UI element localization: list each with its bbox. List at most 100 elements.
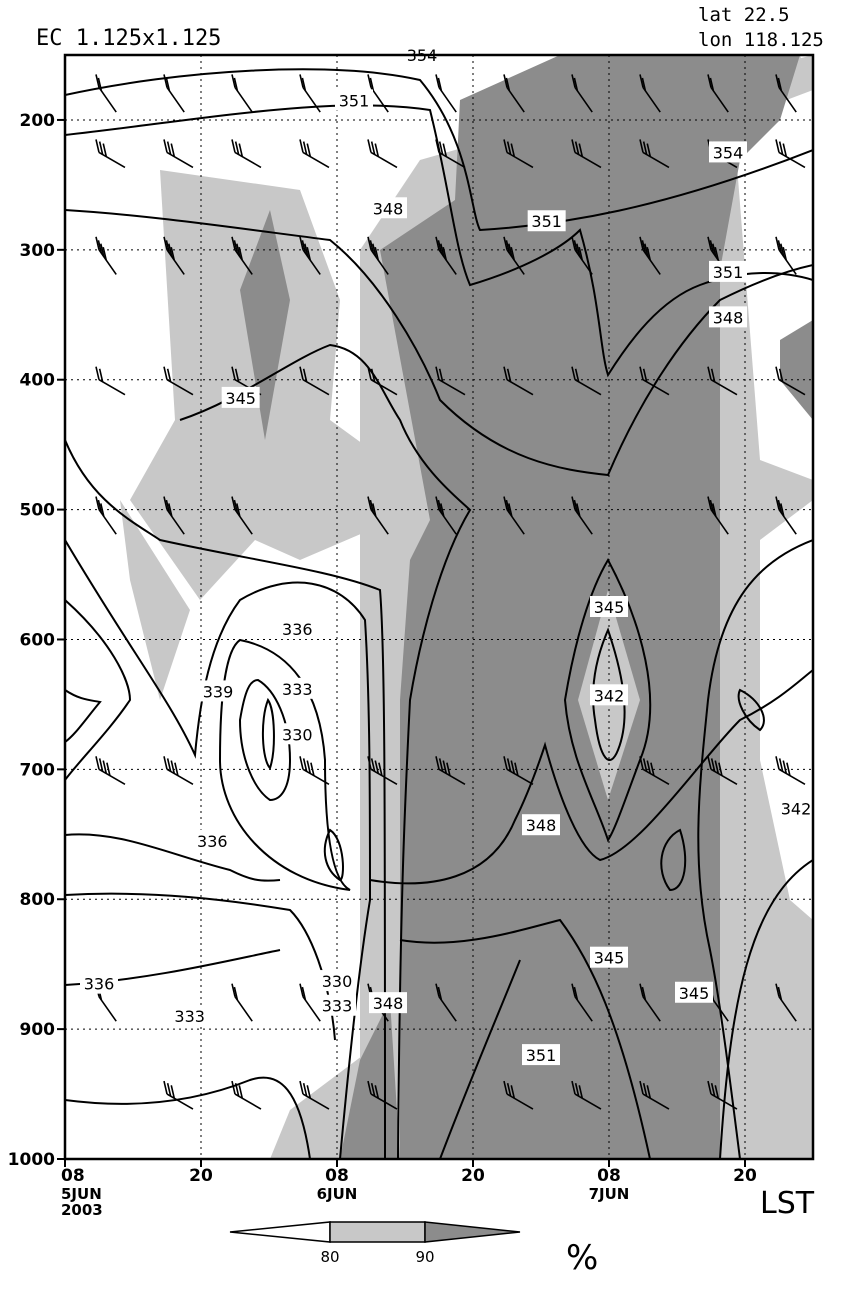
wind-barb [435, 366, 466, 396]
y-tick-label: 900 [20, 1020, 56, 1040]
x-tick-label: 08 [597, 1166, 621, 1186]
barb-shaft [438, 87, 457, 113]
barb-feather [578, 1085, 584, 1099]
contour-label-box [527, 210, 566, 232]
barb-feather [97, 499, 103, 514]
barb-feather [170, 246, 176, 261]
contour-label-box [709, 260, 747, 282]
barb-feather [571, 983, 576, 997]
barb-feather [97, 77, 103, 92]
barb-feather [370, 758, 376, 772]
wind-barb [367, 756, 398, 786]
barb-feather [573, 499, 579, 514]
contour-label-box [278, 723, 317, 745]
wind-barb [503, 74, 525, 113]
contour-label: 333 [282, 680, 313, 699]
barb-feather [435, 366, 440, 380]
contour-line [369, 669, 813, 885]
wind-barb [775, 74, 797, 113]
barb-feather [238, 246, 244, 261]
wind-barb [163, 496, 185, 535]
y-tick-label: 600 [20, 630, 56, 650]
barb-feather [639, 983, 644, 997]
barb-shaft [370, 768, 398, 786]
barb-feather [231, 496, 236, 510]
barb-feather [435, 756, 440, 770]
barb-feather [707, 1080, 712, 1095]
barb-feather [503, 74, 508, 88]
contour-label-box [675, 981, 713, 1003]
barb-feather [514, 762, 519, 776]
barb-feather [174, 762, 179, 776]
wind-barb [707, 366, 738, 396]
barb-shaft [506, 87, 525, 113]
barb-feather [775, 983, 780, 997]
barb-feather [435, 983, 440, 997]
barb-shaft [98, 509, 117, 535]
barb-shaft [166, 379, 194, 396]
barb-shaft [506, 768, 534, 786]
wind-barb [707, 1080, 738, 1110]
contour-label: 348 [373, 199, 404, 218]
barb-shaft [370, 1093, 398, 1110]
wind-barb [231, 983, 253, 1022]
colorbar-tick-90: 90 [415, 1248, 434, 1266]
wind-barb [299, 139, 330, 169]
barb-feather [170, 1085, 176, 1099]
barb-shaft [642, 1093, 670, 1110]
y-tick-label: 400 [20, 371, 56, 391]
barb-feather [646, 246, 652, 261]
contour-label: 345 [594, 598, 625, 617]
barb-feather [435, 139, 440, 153]
barb-feather [642, 758, 648, 772]
barb-shaft [642, 379, 670, 396]
contour-label: 351 [531, 212, 562, 231]
barb-feather [510, 1085, 516, 1099]
barb-feather [367, 366, 372, 380]
barb-shaft [302, 87, 321, 113]
barb-shaft [438, 151, 466, 169]
barb-feather [438, 141, 444, 155]
barb-feather [95, 236, 100, 251]
wind-barb [367, 236, 389, 275]
wind-barb [503, 496, 525, 535]
wind-barb [163, 74, 185, 113]
barb-feather [306, 1085, 312, 1099]
barb-shaft [574, 379, 602, 396]
colorbar-unit: % [566, 1238, 599, 1278]
contour-label: 345 [225, 389, 256, 408]
contour-line [399, 918, 651, 1159]
barb-feather [510, 246, 516, 261]
barb-feather [707, 496, 712, 510]
barb-shaft [506, 1093, 534, 1110]
barb-feather [435, 496, 440, 510]
barb-feather [369, 240, 375, 254]
barb-feather [369, 77, 375, 92]
barb-feather [372, 243, 377, 257]
barb-shaft [778, 768, 806, 786]
barb-feather [506, 141, 512, 155]
barb-shaft [778, 151, 806, 169]
barb-feather [780, 503, 785, 517]
barb-shaft [166, 151, 194, 169]
barb-feather [639, 1080, 644, 1095]
barb-feather [166, 368, 172, 382]
wind-barb [639, 1080, 670, 1110]
barb-feather [301, 77, 307, 92]
theta-contours [65, 68, 813, 1159]
barb-feather [503, 139, 508, 153]
barb-feather [299, 236, 304, 251]
barb-shaft [778, 996, 797, 1022]
barb-shaft [710, 379, 738, 396]
barb-feather [639, 139, 644, 153]
wind-barb [367, 1080, 398, 1110]
barb-feather [707, 756, 712, 770]
wind-barb [571, 983, 593, 1022]
barb-feather [650, 762, 655, 776]
barb-feather [238, 143, 244, 157]
barb-shaft [778, 249, 797, 275]
barb-feather [641, 240, 647, 254]
barb-feather [165, 77, 171, 92]
barb-shaft [302, 151, 330, 169]
